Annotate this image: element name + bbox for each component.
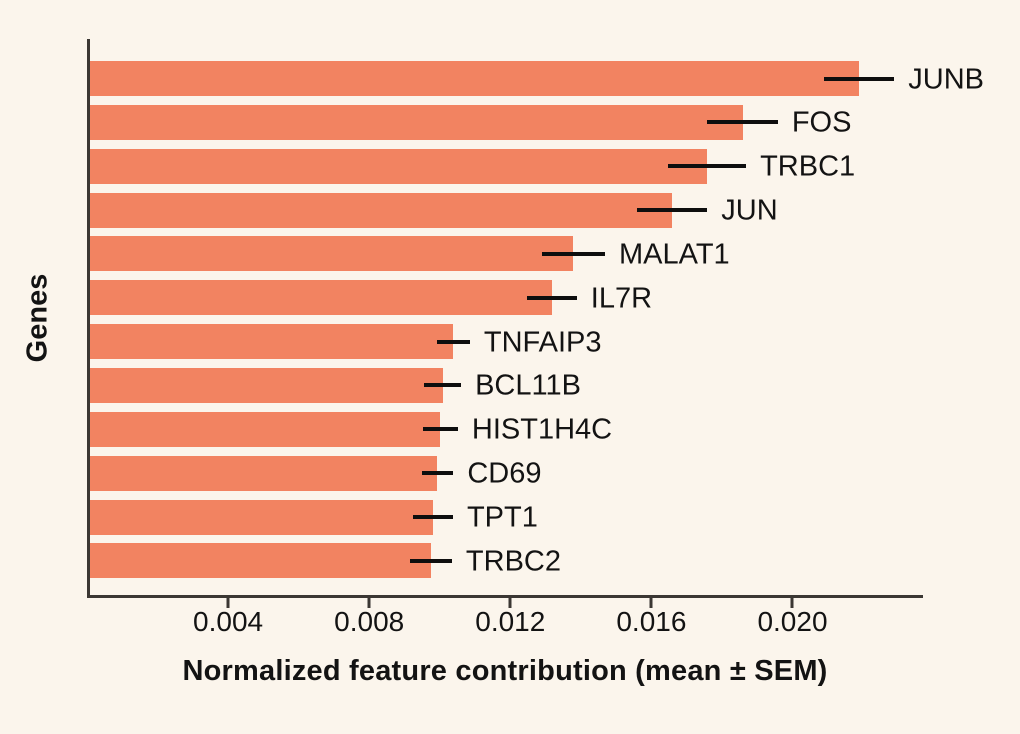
- gene-label-il7r: IL7R: [590, 282, 653, 315]
- gene-label-tpt1: TPT1: [466, 501, 538, 534]
- x-axis-label: Normalized feature contribution (mean ± …: [182, 655, 828, 687]
- error-bar-tnfaip3: [436, 339, 470, 344]
- gene-label-malat1: MALAT1: [619, 238, 730, 271]
- error-bar-cd69: [421, 471, 454, 476]
- error-bar-tpt1: [413, 515, 453, 519]
- bar-hist1h4c: [90, 411, 441, 447]
- x-tick-0.012: [508, 598, 512, 608]
- bar-trbc1: [90, 148, 708, 184]
- x-tick-label-0.020: 0.020: [757, 606, 828, 637]
- y-axis-label: Genes: [21, 273, 54, 363]
- bar-bcl11b: [90, 367, 443, 403]
- gene-label-bcl11b: BCL11B: [475, 369, 581, 402]
- gene-label-cd69: CD69: [467, 457, 542, 490]
- bar-fos: [90, 104, 743, 140]
- gene-label-trbc2: TRBC2: [465, 545, 561, 578]
- x-tick-label-0.004: 0.004: [193, 606, 264, 637]
- gene-label-jun: JUN: [721, 194, 778, 227]
- error-bar-junb: [823, 76, 895, 81]
- plot-area: JUNB FOS TRBC1 JUN MALAT1 IL7R TNFAIP3 BCL11B HI…: [87, 39, 984, 598]
- gene-label-junb: JUNB: [908, 63, 984, 95]
- x-tick-label-0.016: 0.016: [616, 606, 687, 637]
- error-bar-malat1: [541, 251, 605, 256]
- bar-tnfaip3: [90, 324, 454, 360]
- bar-cd69: [90, 455, 438, 491]
- gene-label-tnfaip3: TNFAIP3: [483, 326, 602, 359]
- gene-label-hist1h4c: HIST1H4C: [471, 413, 613, 446]
- error-bar-hist1h4c: [422, 427, 458, 432]
- error-bar-trbc2: [409, 558, 452, 563]
- x-tick-0.020: [790, 598, 794, 608]
- error-bar-bcl11b: [424, 383, 462, 388]
- x-tick-0.004: [226, 598, 230, 608]
- x-tick-label-0.012: 0.012: [475, 606, 546, 637]
- x-tick-label-0.008: 0.008: [334, 606, 405, 637]
- x-tick-0.016: [649, 598, 653, 608]
- bar-il7r: [90, 280, 553, 316]
- bar-tpt1: [90, 499, 434, 535]
- bar-trbc2: [90, 543, 431, 579]
- error-bar-jun: [636, 208, 708, 213]
- error-bar-fos: [707, 120, 778, 125]
- x-tick-0.008: [367, 598, 371, 608]
- bar-junb: [90, 61, 859, 96]
- error-bar-il7r: [527, 295, 577, 300]
- error-bar-trbc1: [668, 164, 747, 169]
- bar-jun: [90, 192, 673, 228]
- bar-malat1: [90, 236, 574, 272]
- gene-label-trbc1: TRBC1: [760, 150, 856, 183]
- gene-label-fos: FOS: [791, 106, 852, 139]
